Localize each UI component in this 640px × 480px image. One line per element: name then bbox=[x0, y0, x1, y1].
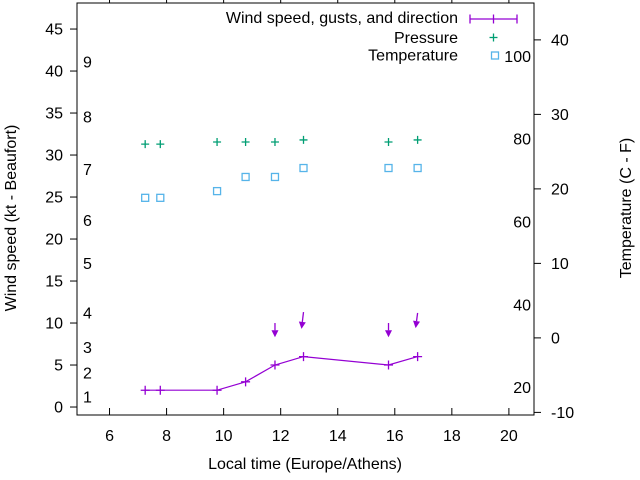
beaufort-label: 8 bbox=[83, 110, 92, 127]
celsius-tick-label: 10 bbox=[551, 256, 569, 273]
wind-direction-arrow bbox=[298, 312, 306, 329]
x-tick-label: 10 bbox=[215, 428, 233, 445]
temperature-point bbox=[156, 193, 165, 202]
wind-speed-line bbox=[145, 355, 418, 391]
beaufort-axis-labels: 1 2 3 4 5 6 7 8 9 bbox=[83, 54, 92, 406]
pressure-point bbox=[299, 135, 308, 144]
kt-tick-label: 10 bbox=[45, 316, 63, 333]
x-axis-ticks: 6 8 10 12 14 16 18 20 bbox=[105, 0, 518, 445]
plot-border bbox=[76, 2, 535, 416]
y-right-axis-title: Temperature (C - F) bbox=[618, 138, 635, 278]
beaufort-label: 9 bbox=[83, 54, 92, 71]
celsius-tick-label: 30 bbox=[551, 107, 569, 124]
kt-tick-label: 25 bbox=[45, 190, 63, 207]
kt-tick-label: 0 bbox=[54, 400, 63, 417]
pressure-point bbox=[213, 138, 222, 147]
kt-tick-label: 35 bbox=[45, 106, 63, 123]
beaufort-label: 2 bbox=[83, 366, 92, 383]
legend-pressure-sample-icon bbox=[489, 33, 498, 42]
beaufort-label: 1 bbox=[83, 389, 92, 406]
beaufort-label: 4 bbox=[83, 305, 92, 322]
temperature-point bbox=[212, 186, 222, 196]
kt-tick-label: 20 bbox=[45, 232, 63, 249]
kt-tick-label: 45 bbox=[45, 22, 63, 39]
wind-direction-arrow bbox=[385, 323, 393, 338]
fahrenheit-label: 100 bbox=[504, 49, 531, 66]
arrow-head-icon bbox=[298, 321, 306, 329]
x-tick-label: 14 bbox=[329, 428, 347, 445]
x-tick-label: 20 bbox=[500, 428, 518, 445]
legend-temperature-sample-icon bbox=[490, 51, 500, 60]
pressure-point bbox=[270, 138, 279, 147]
wind-speed-point bbox=[413, 352, 423, 362]
temperature-point bbox=[299, 163, 308, 173]
kt-tick-label: 15 bbox=[45, 274, 63, 291]
legend: Wind speed, gusts, and direction Pressur… bbox=[226, 10, 518, 65]
beaufort-label: 7 bbox=[83, 162, 92, 179]
arrow-shaft bbox=[301, 312, 305, 323]
wind-speed-point bbox=[299, 352, 309, 362]
wind-speed-point bbox=[155, 385, 165, 395]
fahrenheit-label: 60 bbox=[513, 214, 531, 231]
fahrenheit-axis-labels: 20 40 60 80 100 bbox=[504, 49, 531, 397]
beaufort-label: 3 bbox=[83, 340, 92, 357]
data-series bbox=[140, 135, 423, 395]
arrow-head-icon bbox=[271, 330, 279, 338]
wind-speed-point bbox=[241, 377, 251, 387]
y-left-axis-title: Wind speed (kt - Beaufort) bbox=[3, 125, 20, 312]
wind-direction-arrows bbox=[271, 312, 420, 338]
kt-tick-label: 30 bbox=[45, 148, 63, 165]
x-tick-label: 12 bbox=[272, 428, 290, 445]
legend-label-wind: Wind speed, gusts, and direction bbox=[226, 10, 458, 27]
pressure-point bbox=[413, 135, 422, 144]
arrow-head-icon bbox=[413, 320, 420, 329]
arrow-head-icon bbox=[385, 330, 393, 338]
fahrenheit-label: 40 bbox=[513, 297, 531, 314]
fahrenheit-label: 20 bbox=[513, 380, 531, 397]
legend-label-temperature: Temperature bbox=[368, 48, 458, 65]
wind-speed-point bbox=[384, 360, 394, 370]
beaufort-label: 6 bbox=[83, 213, 92, 230]
pressure-point bbox=[241, 138, 250, 147]
pressure-point bbox=[384, 138, 393, 147]
celsius-tick-label: -10 bbox=[551, 405, 574, 422]
kt-tick-label: 40 bbox=[45, 64, 63, 81]
x-axis-title: Local time (Europe/Athens) bbox=[208, 456, 402, 473]
temperature-point bbox=[384, 163, 393, 173]
temperature-point bbox=[413, 163, 422, 173]
wind-speed-point bbox=[270, 360, 280, 370]
kt-axis-ticks: 0 5 10 15 20 25 30 35 40 45 bbox=[45, 22, 77, 417]
kt-tick-label: 5 bbox=[54, 358, 63, 375]
legend-wind-sample-icon bbox=[469, 14, 518, 24]
celsius-tick-label: 40 bbox=[551, 32, 569, 49]
arrow-shaft bbox=[415, 312, 419, 322]
temperature-point bbox=[241, 172, 250, 182]
wind-speed-point bbox=[140, 385, 150, 395]
celsius-axis-ticks: -10 0 10 20 30 40 bbox=[534, 32, 574, 422]
pressure-point bbox=[156, 140, 165, 149]
wind-direction-arrow bbox=[413, 312, 420, 329]
beaufort-label: 5 bbox=[83, 256, 92, 273]
temperature-point bbox=[270, 172, 280, 182]
celsius-tick-label: 0 bbox=[551, 330, 560, 347]
x-tick-label: 18 bbox=[443, 428, 461, 445]
x-tick-label: 16 bbox=[386, 428, 404, 445]
pressure-point bbox=[141, 140, 150, 149]
x-tick-label: 8 bbox=[162, 428, 171, 445]
temperature-point bbox=[141, 193, 150, 202]
x-tick-label: 6 bbox=[105, 428, 114, 445]
plot-frame bbox=[76, 2, 535, 416]
wind-speed-point bbox=[212, 385, 222, 395]
fahrenheit-label: 80 bbox=[513, 132, 531, 149]
legend-label-pressure: Pressure bbox=[394, 30, 458, 47]
celsius-tick-label: 20 bbox=[551, 181, 569, 198]
wind-direction-arrow bbox=[271, 323, 279, 338]
